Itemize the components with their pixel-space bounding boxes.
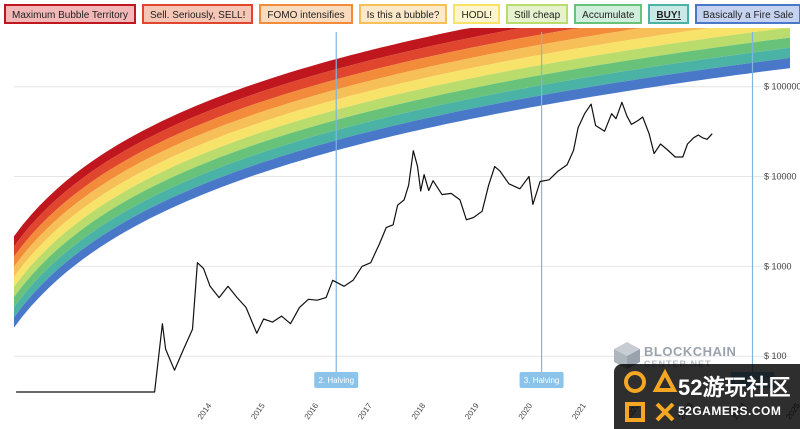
- x-tick-label: 2014: [196, 401, 214, 421]
- rainbow-bands: [14, 28, 790, 328]
- badge-logo-url: 52GAMERS.COM: [678, 404, 782, 418]
- y-tick-label: $ 10000: [764, 172, 797, 182]
- price-series: [16, 101, 713, 393]
- halving-label-box-2: [314, 372, 359, 388]
- y-tick-label: $ 1000: [764, 261, 792, 271]
- x-tick-label: 2015: [249, 401, 267, 421]
- x-tick-label: 2019: [463, 401, 481, 421]
- x-tick-label: 2018: [410, 401, 428, 421]
- y-tick-label: $ 100: [764, 351, 787, 361]
- price-line: [16, 101, 713, 393]
- band-3: [14, 28, 790, 267]
- game-controller-logo-icon: [624, 368, 678, 422]
- legend-item-1[interactable]: Maximum Bubble Territory: [4, 4, 136, 24]
- halving-label-box-3: [519, 372, 564, 388]
- y-tick-label: $ 100000: [764, 82, 800, 92]
- watermark-logo-text: BLOCKCHAIN: [644, 344, 737, 359]
- x-tick-label: 2021: [570, 401, 588, 421]
- x-tick-label: 2016: [303, 401, 321, 421]
- halving-lines: [335, 32, 754, 372]
- legend-item-2[interactable]: Sell. Seriously, SELL!: [141, 4, 254, 24]
- site-badge: 52游玩社区 52GAMERS.COM: [614, 364, 800, 429]
- y-axis: $ 100 $ 1000 $ 10000 $ 100000: [764, 82, 800, 362]
- legend-item-5[interactable]: HODL!: [453, 4, 501, 24]
- x-tick-label: 2017: [356, 401, 374, 421]
- legend-item-4[interactable]: Is this a bubble?: [358, 4, 448, 24]
- legend-item-8[interactable]: BUY!: [648, 4, 689, 24]
- legend-item-7[interactable]: Accumulate: [574, 4, 643, 24]
- x-tick-label: 2020: [517, 401, 535, 421]
- halving-label-2: 2. Halving: [318, 376, 354, 385]
- band-4: [14, 28, 790, 277]
- halving-label-3: 3. Halving: [524, 376, 560, 385]
- legend: Maximum Bubble Territory Sell. Seriously,…: [4, 4, 800, 26]
- badge-logo-text: 52游玩社区: [678, 375, 791, 400]
- legend-item-9[interactable]: Basically a Fire Sale: [694, 4, 800, 24]
- legend-item-3[interactable]: FOMO intensifies: [259, 4, 353, 24]
- legend-item-6[interactable]: Still cheap: [506, 4, 569, 24]
